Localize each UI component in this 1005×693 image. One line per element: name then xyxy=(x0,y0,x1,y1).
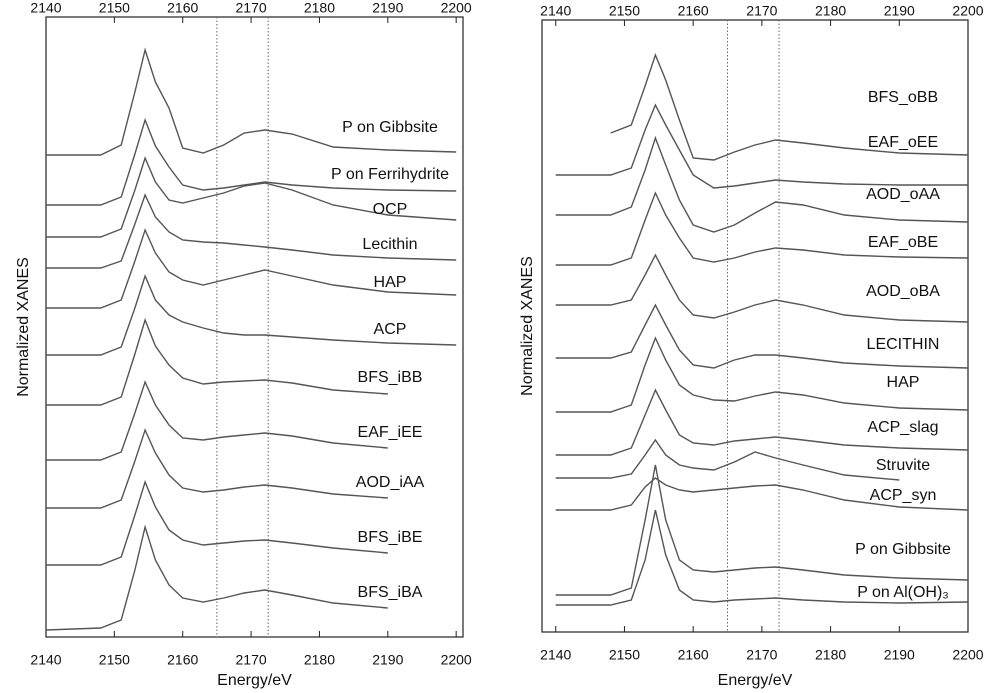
spectrum-line xyxy=(46,317,388,406)
spectrum-line xyxy=(555,438,900,481)
x-tick-label-top: 2190 xyxy=(372,0,403,16)
x-tick-label-top: 2180 xyxy=(815,3,846,19)
series-label: HAP xyxy=(374,274,407,291)
x-tick-label: 2180 xyxy=(304,652,335,668)
spectrum-line xyxy=(555,477,969,511)
spectrum-line xyxy=(555,464,969,596)
spectrum-line xyxy=(555,253,969,323)
series-label: HAP xyxy=(887,374,920,391)
spectrum-line xyxy=(46,193,457,269)
spectrum-line xyxy=(555,336,969,413)
x-tick-label: 2160 xyxy=(167,652,198,668)
plot-frame xyxy=(45,16,464,638)
spectrum-line xyxy=(555,303,969,369)
series-label: Struvite xyxy=(876,457,930,474)
series-label: EAF_oBE xyxy=(868,234,938,251)
y-axis-title: Normalized XANES xyxy=(519,256,536,396)
x-tick-label: 2140 xyxy=(30,652,61,668)
x-tick-label: 2190 xyxy=(372,652,403,668)
x-tick-label-top: 2150 xyxy=(99,0,130,16)
series-label: EAF_iEE xyxy=(358,424,423,441)
series-label: EAF_oEE xyxy=(868,134,938,151)
x-tick-label-top: 2200 xyxy=(952,3,983,19)
spectrum-line xyxy=(555,135,969,233)
series-label: P on Gibbsite xyxy=(855,541,951,558)
x-tick-label-top: 2170 xyxy=(746,3,777,19)
series-label: Lecithin xyxy=(362,236,417,253)
spectrum-line xyxy=(45,524,388,631)
x-tick-label-top: 2180 xyxy=(304,0,335,16)
series-label: ACP xyxy=(374,321,407,338)
spectrum-line xyxy=(555,103,968,189)
series-label: AOD_oBA xyxy=(866,283,940,300)
series-label: BFS_oBB xyxy=(868,89,938,106)
series-label: AOD_oAA xyxy=(866,186,940,203)
spectrum-line xyxy=(46,117,457,206)
spectrum-line xyxy=(555,388,969,456)
x-tick-label: 2140 xyxy=(540,647,571,663)
series-label: BFS_iBA xyxy=(358,584,423,601)
x-tick-label: 2180 xyxy=(815,647,846,663)
x-tick-label: 2200 xyxy=(952,647,983,663)
series-label: BFS_iBB xyxy=(358,369,423,386)
spectrum-line xyxy=(46,380,388,461)
series-label: P on Al(OH)₃ xyxy=(857,584,949,601)
x-tick-label-top: 2140 xyxy=(540,3,571,19)
series-label: P on Ferrihydrite xyxy=(331,166,449,183)
x-tick-label: 2170 xyxy=(746,647,777,663)
spectrum-line xyxy=(610,52,969,161)
x-tick-label-top: 2160 xyxy=(167,0,198,16)
x-tick-label: 2190 xyxy=(884,647,915,663)
x-tick-label: 2160 xyxy=(678,647,709,663)
x-tick-label: 2200 xyxy=(441,652,472,668)
x-tick-label: 2150 xyxy=(609,647,640,663)
spectrum-line xyxy=(46,228,457,309)
x-axis-title: Energy/eV xyxy=(217,672,292,689)
series-label: OCP xyxy=(373,201,408,218)
series-label: P on Gibbsite xyxy=(342,119,438,136)
x-tick-label: 2170 xyxy=(236,652,267,668)
series-label: ACP_slag xyxy=(867,419,938,436)
series-label: LECITHIN xyxy=(867,336,940,353)
series-label: ACP_syn xyxy=(870,487,937,504)
x-tick-label-top: 2150 xyxy=(609,3,640,19)
x-axis-title: Energy/eV xyxy=(718,672,793,689)
spectrum-line xyxy=(46,479,388,566)
x-tick-label-top: 2140 xyxy=(30,0,61,16)
series-label: AOD_iAA xyxy=(356,474,425,491)
spectrum-line xyxy=(46,155,457,238)
spectrum-line xyxy=(555,191,969,266)
x-tick-label: 2150 xyxy=(99,652,130,668)
spectrum-line xyxy=(46,47,457,156)
x-tick-label-top: 2160 xyxy=(678,3,709,19)
series-label: BFS_iBE xyxy=(358,529,423,546)
x-tick-label-top: 2170 xyxy=(236,0,267,16)
y-axis-title: Normalized XANES xyxy=(15,257,32,397)
x-tick-label-top: 2190 xyxy=(884,3,915,19)
x-tick-label-top: 2200 xyxy=(441,0,472,16)
spectrum-line xyxy=(46,428,388,509)
spectrum-line xyxy=(46,273,457,356)
plot-frame xyxy=(541,19,969,633)
spectrum-line xyxy=(555,509,969,606)
